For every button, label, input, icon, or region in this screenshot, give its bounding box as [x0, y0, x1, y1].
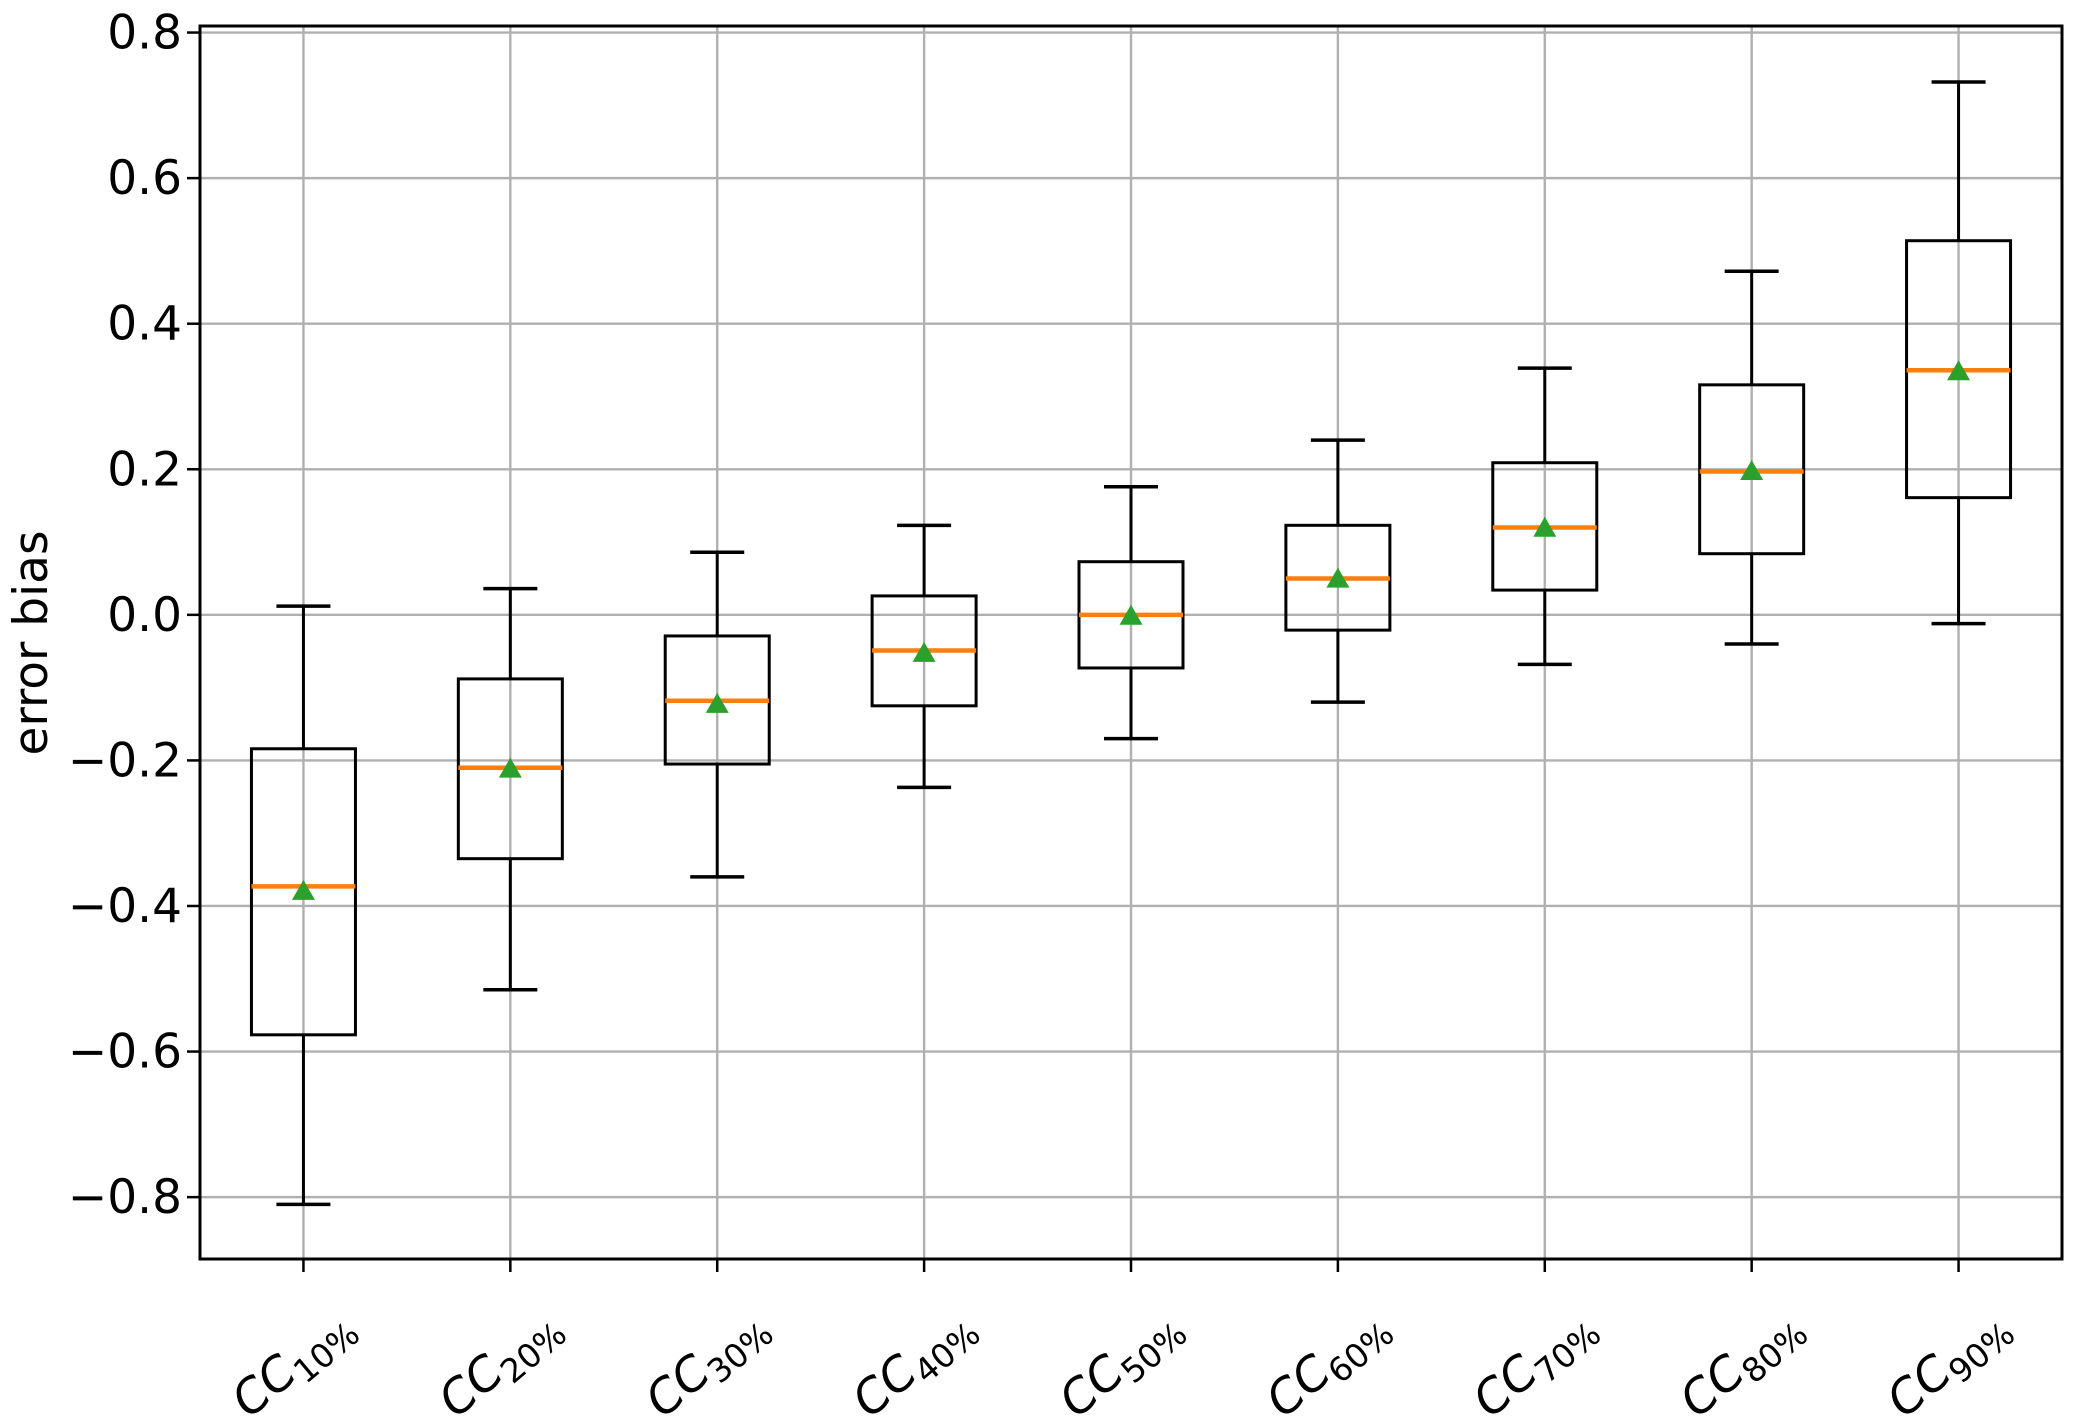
y-tick-label: 0.2	[107, 442, 182, 497]
boxplot-group-CC90%	[1905, 80, 2013, 626]
x-tick-label: CC30%	[635, 1297, 781, 1424]
y-tick-label: −0.4	[68, 879, 182, 934]
x-tick-label: CC70%	[1463, 1297, 1609, 1424]
tick-marks	[187, 31, 1960, 1272]
mean-marker-triangle-icon	[1740, 459, 1764, 480]
mean-marker-triangle-icon	[705, 692, 729, 713]
x-tick-labels: CC10% CC20% CC30% CC40% CC50% CC60% CC70% CC80%…	[221, 1297, 2022, 1424]
mean-marker-triangle-icon	[291, 879, 315, 900]
boxplot-group-CC30%	[663, 550, 771, 879]
x-tick-label: CC50%	[1049, 1297, 1195, 1424]
y-tick-label: 0.6	[107, 151, 182, 206]
x-tick-label: CC90%	[1876, 1297, 2022, 1424]
boxplot-group-CC70%	[1491, 366, 1599, 667]
y-tick-label: 0.0	[107, 588, 182, 643]
mean-marker-triangle-icon	[498, 757, 522, 778]
mean-marker-triangle-icon	[1119, 604, 1143, 625]
plot-border	[198, 24, 2064, 1261]
grid-lines	[200, 26, 2062, 1259]
mean-marker-triangle-icon	[1533, 516, 1557, 537]
mean-marker-triangle-icon	[912, 641, 936, 662]
boxplot-group-CC20%	[456, 586, 564, 992]
y-tick-label: 0.8	[107, 6, 182, 61]
iqr-box	[249, 747, 357, 1037]
y-tick-label: −0.8	[68, 1170, 182, 1225]
x-tick-label: CC80%	[1670, 1297, 1816, 1424]
y-tick-labels: 0.8 0.6 0.4 0.2 0.0 −0.2 −0.4 −0.6 −0.8	[68, 6, 182, 1226]
y-tick-label: −0.6	[68, 1025, 182, 1080]
boxplot-group-CC50%	[1077, 484, 1185, 741]
mean-marker-triangle-icon	[1326, 567, 1350, 588]
y-tick-label: −0.2	[68, 733, 182, 788]
y-tick-label: 0.4	[107, 297, 182, 352]
y-axis-label: error bias	[4, 531, 59, 756]
x-tick-label: CC10%	[221, 1297, 367, 1424]
boxplot-group-CC60%	[1284, 438, 1392, 704]
x-tick-label: CC40%	[842, 1297, 988, 1424]
mean-marker-triangle-icon	[1947, 360, 1971, 381]
boxplot-group-CC40%	[870, 523, 978, 790]
boxplot-group-CC80%	[1698, 269, 1806, 646]
x-tick-label: CC20%	[428, 1297, 574, 1424]
x-tick-label: CC60%	[1256, 1297, 1402, 1424]
boxplot-group-CC10%	[249, 604, 357, 1207]
